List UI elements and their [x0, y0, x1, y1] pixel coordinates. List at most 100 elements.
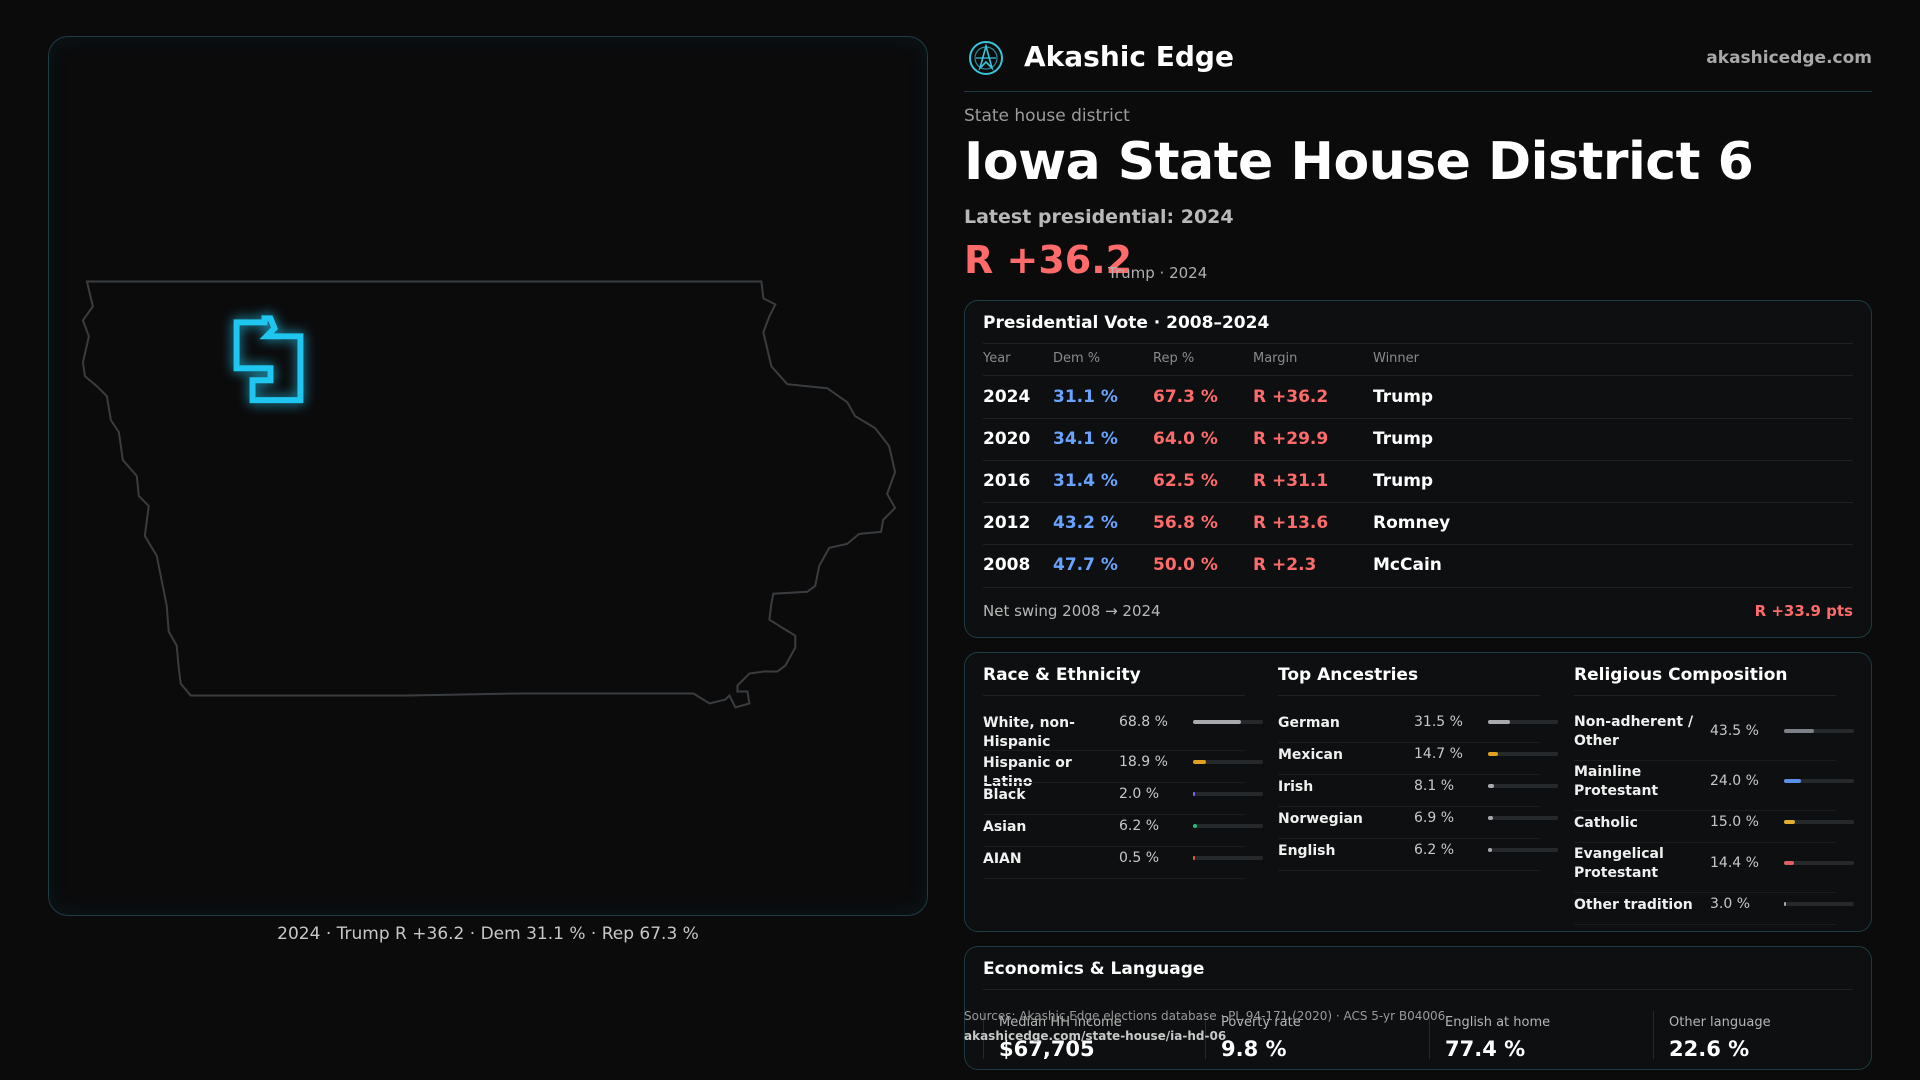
- demographic-label: English: [1278, 843, 1336, 859]
- margin-cell: R +29.9: [1253, 429, 1329, 449]
- divider: [1653, 1011, 1654, 1059]
- table-row[interactable]: 2012 43.2 % 56.8 % R +13.6 Romney: [965, 503, 1873, 545]
- demographic-row[interactable]: Catholic 15.0 %: [1574, 811, 1854, 843]
- economics-language-card: Economics & Language Median HH income $6…: [964, 946, 1872, 1070]
- stat-label: Median HH income: [999, 1015, 1122, 1030]
- table-row[interactable]: 2020 34.1 % 64.0 % R +29.9 Trump: [965, 419, 1873, 461]
- demographic-label: Asian: [983, 819, 1027, 835]
- source-footer: Sources: Akashic Edge elections database…: [964, 1006, 1445, 1046]
- share-bar-fill: [1193, 856, 1195, 860]
- demographic-value: 8.1 %: [1414, 778, 1455, 794]
- col-header-year: Year: [983, 351, 1011, 366]
- demographic-row[interactable]: Other tradition 3.0 %: [1574, 893, 1854, 925]
- demographic-value: 43.5 %: [1710, 723, 1759, 739]
- brand-url-link[interactable]: akashicedge.com: [1706, 48, 1872, 68]
- share-bar-fill: [1488, 816, 1493, 820]
- demographic-row[interactable]: Irish 8.1 %: [1278, 775, 1558, 807]
- net-swing-label: Net swing 2008 → 2024: [983, 602, 1161, 620]
- net-swing-value: R +33.9 pts: [1754, 602, 1853, 620]
- demographic-row[interactable]: Mexican 14.7 %: [1278, 743, 1558, 775]
- district-map[interactable]: [49, 37, 927, 915]
- demographic-row[interactable]: Norwegian 6.9 %: [1278, 807, 1558, 839]
- demographic-value: 18.9 %: [1119, 754, 1168, 770]
- share-bar-fill: [1488, 784, 1494, 788]
- divider: [1278, 742, 1540, 743]
- demographic-value: 68.8 %: [1119, 714, 1168, 730]
- demographic-row[interactable]: German 31.5 %: [1278, 711, 1558, 743]
- demographic-label: White, non-Hispanic: [983, 715, 1075, 750]
- source-url-link[interactable]: akashicedge.com/state-house/ia-hd-06: [964, 1029, 1227, 1043]
- winner-cell: Trump: [1373, 387, 1434, 407]
- stat-value: 22.6 %: [1669, 1037, 1750, 1061]
- share-bar-fill: [1488, 848, 1493, 852]
- table-row[interactable]: 2016 31.4 % 62.5 % R +31.1 Trump: [965, 461, 1873, 503]
- demographic-value: 31.5 %: [1414, 714, 1463, 730]
- margin-cell: R +2.3: [1253, 555, 1317, 575]
- divider: [1278, 870, 1540, 871]
- stat-value: 9.8 %: [1221, 1037, 1287, 1061]
- share-bar-track: [1784, 820, 1854, 824]
- demographic-row[interactable]: Evangelical Protestant 14.4 %: [1574, 843, 1854, 893]
- share-bar-fill: [1784, 820, 1795, 824]
- demographic-row[interactable]: AIAN 0.5 %: [983, 847, 1263, 879]
- share-bar-track: [1193, 792, 1263, 796]
- table-row[interactable]: 2008 47.7 % 50.0 % R +2.3 McCain: [965, 545, 1873, 587]
- religious-composition-title: Religious Composition: [1574, 665, 1788, 685]
- demographic-label: Other tradition: [1574, 897, 1693, 913]
- divider: [1278, 695, 1540, 696]
- margin-cell: R +36.2: [1253, 387, 1329, 407]
- demographic-label: Mainline Protestant: [1574, 764, 1659, 799]
- divider: [1574, 695, 1836, 696]
- col-header-winner: Winner: [1373, 351, 1420, 366]
- dem-cell: 31.4 %: [1053, 471, 1118, 491]
- share-bar-track: [1488, 784, 1558, 788]
- margin-cell: R +13.6: [1253, 513, 1329, 533]
- divider: [983, 846, 1245, 847]
- map-panel[interactable]: [48, 36, 928, 916]
- year-cell: 2020: [983, 429, 1031, 449]
- compass-logo-icon[interactable]: [968, 40, 1004, 76]
- divider: [1574, 810, 1836, 811]
- demographic-value: 2.0 %: [1119, 786, 1160, 802]
- divider: [1205, 1011, 1206, 1059]
- stat-value: $67,705: [999, 1037, 1095, 1061]
- demographic-row[interactable]: Non-adherent / Other 43.5 %: [1574, 711, 1854, 761]
- dem-cell: 43.2 %: [1053, 513, 1118, 533]
- demographic-label: Irish: [1278, 779, 1314, 795]
- rep-cell: 56.8 %: [1153, 513, 1218, 533]
- demographic-value: 6.2 %: [1414, 842, 1455, 858]
- divider: [1429, 1011, 1430, 1059]
- share-bar-track: [1488, 720, 1558, 724]
- share-bar-track: [1488, 816, 1558, 820]
- divider: [983, 989, 1853, 990]
- share-bar-fill: [1193, 720, 1242, 724]
- demographic-row[interactable]: White, non-Hispanic 68.8 %: [983, 711, 1263, 751]
- stat-label: Poverty rate: [1221, 1015, 1301, 1030]
- demographic-row[interactable]: Asian 6.2 %: [983, 815, 1263, 847]
- share-bar-track: [1193, 720, 1263, 724]
- divider: [1574, 842, 1836, 843]
- rep-cell: 62.5 %: [1153, 471, 1218, 491]
- share-bar-track: [1193, 760, 1263, 764]
- stat-label: Other language: [1669, 1015, 1771, 1030]
- divider: [1278, 838, 1540, 839]
- district-outline[interactable]: [233, 315, 304, 404]
- divider: [983, 343, 1853, 344]
- stat-label: English at home: [1445, 1015, 1551, 1030]
- share-bar-fill: [1784, 729, 1815, 733]
- demographic-row[interactable]: Mainline Protestant 24.0 %: [1574, 761, 1854, 811]
- stat-value: 77.4 %: [1445, 1037, 1526, 1061]
- demographic-label: German: [1278, 715, 1340, 731]
- demographic-label: Black: [983, 787, 1026, 803]
- winner-cell: McCain: [1373, 555, 1442, 575]
- demographic-row[interactable]: Hispanic or Latino 18.9 %: [983, 751, 1263, 790]
- demographic-row[interactable]: English 6.2 %: [1278, 839, 1558, 871]
- demographic-row[interactable]: Black 2.0 %: [983, 783, 1263, 815]
- demographic-label: Evangelical Protestant: [1574, 846, 1664, 881]
- stat-median-income: Median HH income $67,705: [983, 1007, 1183, 1063]
- table-row[interactable]: 2024 31.1 % 67.3 % R +36.2 Trump: [965, 377, 1873, 419]
- brand-name[interactable]: Akashic Edge: [1024, 40, 1234, 73]
- presidential-vote-card: Presidential Vote · 2008–2024 Year Dem %…: [964, 300, 1872, 638]
- divider: [983, 587, 1853, 588]
- dem-cell: 34.1 %: [1053, 429, 1118, 449]
